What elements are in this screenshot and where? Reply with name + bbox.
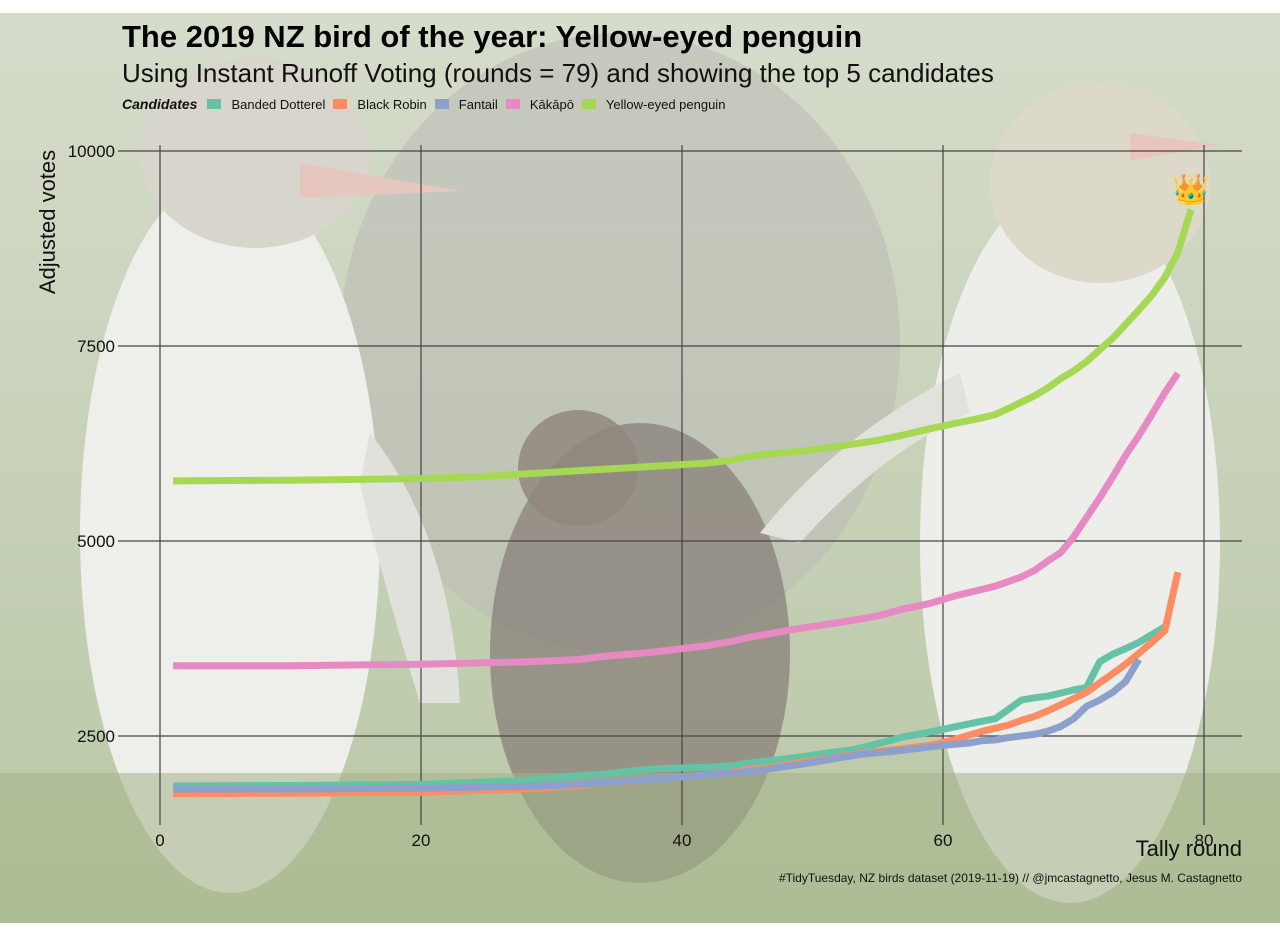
winner-crown-icon: 👑	[1172, 173, 1209, 208]
series-line	[173, 657, 1142, 793]
x-tick-label: 0	[155, 831, 164, 850]
y-tick-label: 10000	[68, 142, 115, 161]
x-tick-label: 80	[1195, 831, 1214, 850]
legend-label: Fantail	[458, 96, 498, 112]
legend-item: Fantail	[434, 96, 498, 112]
legend-label: Yellow-eyed penguin	[605, 96, 726, 112]
legend: Candidates Banded Dotterel Black Robin Fan…	[122, 96, 733, 112]
x-axis-label: Tally round	[1135, 836, 1242, 861]
legend-item: Black Robin	[333, 96, 427, 112]
y-tick-label: 2500	[77, 727, 115, 746]
legend-item: Banded Dotterel	[207, 97, 325, 112]
legend-label: Banded Dotterel	[231, 96, 326, 112]
legend-swatch	[505, 99, 520, 109]
y-tick-label: 7500	[77, 337, 115, 356]
series-line	[173, 371, 1181, 670]
series-line	[173, 623, 1167, 790]
series-lines: 👑	[173, 173, 1210, 798]
grid	[118, 145, 1242, 825]
caption: #TidyTuesday, NZ birds dataset (2019-11-…	[778, 871, 1242, 885]
line-chart: 👑 0 20 40 60 80 2500 5000 7500 10000	[68, 142, 1242, 850]
legend-item: Yellow-eyed penguin	[581, 96, 726, 112]
y-axis-label: Adjusted votes	[35, 149, 60, 295]
legend-label: Black Robin	[357, 96, 427, 112]
legend-swatch	[207, 99, 222, 109]
legend-label: Kākāpō	[529, 96, 574, 112]
series-line	[173, 571, 1182, 798]
legend-swatch	[434, 99, 449, 109]
x-tick-label: 40	[673, 831, 692, 850]
legend-item: Kākāpō	[505, 96, 574, 112]
legend-items: Banded Dotterel Black Robin Fantail Kākāpō Y…	[207, 97, 733, 112]
legend-swatch	[581, 99, 596, 109]
y-tick-label: 5000	[77, 532, 115, 551]
legend-swatch	[333, 99, 348, 109]
tick-labels: 0 20 40 60 80 2500 5000 7500 10000	[68, 142, 1214, 850]
series-line	[173, 208, 1195, 485]
legend-title: Candidates	[122, 96, 198, 112]
chart-subtitle: Using Instant Runoff Voting (rounds = 79…	[122, 58, 994, 88]
chart-title: The 2019 NZ bird of the year: Yellow-eye…	[122, 19, 863, 54]
x-tick-label: 20	[412, 831, 431, 850]
x-tick-label: 60	[934, 831, 953, 850]
